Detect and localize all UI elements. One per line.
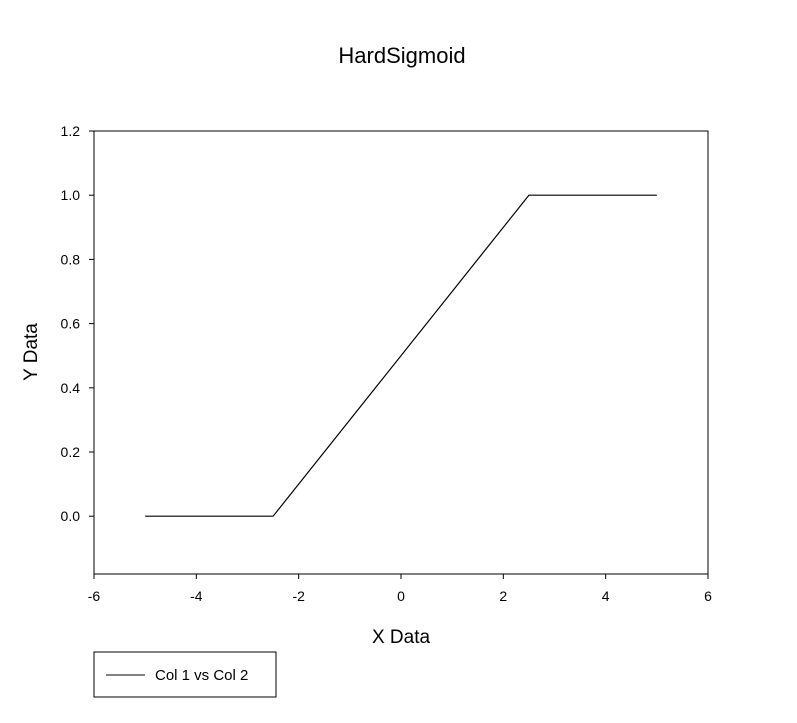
y-tick-label: 0.4: [61, 380, 81, 396]
x-tick-label: -4: [190, 588, 203, 604]
y-tick-label: 0.0: [61, 508, 81, 524]
series-line-0: [145, 194, 657, 517]
chart-title: HardSigmoid: [338, 43, 465, 68]
x-tick-label: 0: [397, 588, 405, 604]
plot-area: [93, 130, 709, 575]
x-tick-label: -2: [292, 588, 305, 604]
y-axis: 0.0 0.2 0.4 0.6 0.8 1.0 1.2: [61, 123, 94, 524]
y-axis-label: Y Data: [21, 323, 42, 381]
y-tick-label: 1.0: [61, 187, 81, 203]
x-axis-label: X Data: [372, 627, 431, 648]
legend-entry-label: Col 1 vs Col 2: [155, 667, 248, 684]
y-tick-label: 0.6: [61, 316, 81, 332]
x-tick-label: -6: [88, 588, 101, 604]
series-layer: [145, 194, 657, 517]
y-tick-label: 0.2: [61, 444, 81, 460]
y-tick-label: 1.2: [61, 123, 81, 139]
x-tick-label: 4: [602, 588, 610, 604]
x-axis: -6 -4 -2 0 2 4 6: [88, 574, 712, 604]
x-tick-label: 2: [499, 588, 507, 604]
x-tick-label: 6: [704, 588, 712, 604]
y-tick-label: 0.8: [61, 251, 81, 267]
legend: Col 1 vs Col 2: [93, 651, 277, 698]
